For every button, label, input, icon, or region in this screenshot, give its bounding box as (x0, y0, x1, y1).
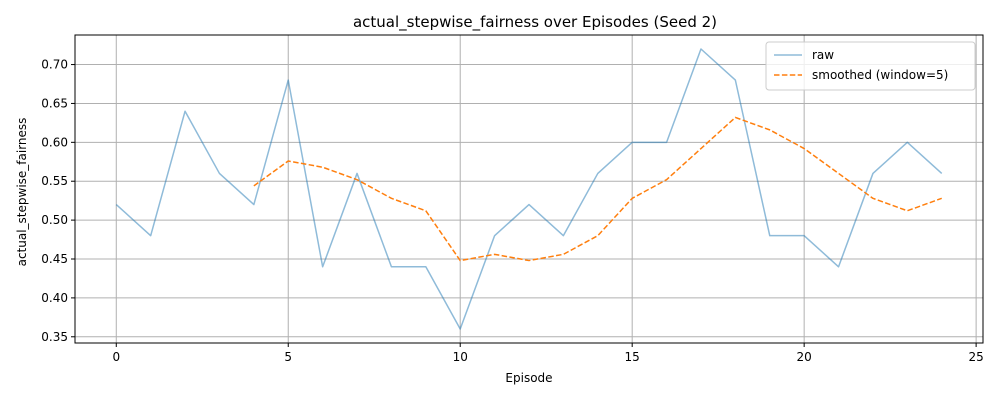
x-tick-label: 15 (625, 350, 640, 364)
data-point-raw (390, 266, 392, 268)
grid (75, 35, 983, 343)
series-lines (115, 48, 943, 330)
data-point-raw (803, 234, 805, 236)
data-point-smoothed (253, 185, 255, 187)
chart-title: actual_stepwise_fairness over Episodes (… (353, 13, 717, 32)
data-point-raw (459, 328, 461, 330)
data-point-smoothed (356, 178, 358, 180)
data-point-raw (149, 234, 151, 236)
data-point-smoothed (734, 116, 736, 118)
data-point-smoothed (390, 197, 392, 199)
data-point-raw (872, 172, 874, 174)
data-point-raw (562, 234, 564, 236)
data-point-raw (287, 79, 289, 81)
data-point-smoothed (700, 147, 702, 149)
data-point-smoothed (493, 253, 495, 255)
x-tick-label: 25 (968, 350, 983, 364)
y-tick-label: 0.40 (41, 291, 68, 305)
y-tick-label: 0.70 (41, 58, 68, 72)
data-point-raw (253, 203, 255, 205)
data-point-smoothed (321, 166, 323, 168)
data-point-raw (700, 48, 702, 50)
data-point-raw (837, 266, 839, 268)
data-point-raw (356, 172, 358, 174)
data-point-smoothed (562, 253, 564, 255)
y-tick-label: 0.55 (41, 174, 68, 188)
data-point-smoothed (872, 197, 874, 199)
legend-label-raw: raw (812, 48, 834, 62)
plot-frame (74, 34, 984, 344)
data-point-raw (906, 141, 908, 143)
data-point-smoothed (597, 234, 599, 236)
data-point-smoothed (665, 178, 667, 180)
data-point-raw (665, 141, 667, 143)
series-line-smoothed (253, 116, 942, 262)
data-point-raw (769, 234, 771, 236)
data-point-smoothed (528, 259, 530, 261)
data-point-raw (734, 79, 736, 81)
x-tick-label: 0 (112, 350, 120, 364)
data-point-raw (115, 203, 117, 205)
data-point-raw (493, 234, 495, 236)
x-tick-label: 5 (284, 350, 292, 364)
data-point-raw (597, 172, 599, 174)
x-tick-label: 20 (797, 350, 812, 364)
y-tick-label: 0.35 (41, 330, 68, 344)
data-point-smoothed (803, 147, 805, 149)
series-line-raw (115, 48, 943, 330)
data-point-smoothed (837, 172, 839, 174)
data-point-raw (631, 141, 633, 143)
data-point-smoothed (769, 129, 771, 131)
data-point-smoothed (459, 259, 461, 261)
data-point-raw (321, 266, 323, 268)
y-tick-label: 0.60 (41, 135, 68, 149)
data-point-smoothed (631, 197, 633, 199)
data-point-raw (528, 203, 530, 205)
data-point-raw (184, 110, 186, 112)
data-point-raw (425, 266, 427, 268)
y-tick-label: 0.45 (41, 252, 68, 266)
data-point-raw (218, 172, 220, 174)
data-point-smoothed (906, 210, 908, 212)
y-tick-label: 0.65 (41, 96, 68, 110)
ticks: 0 5 10 15 20 25 0.35 0.40 0.45 0.50 0.55 0.60 0.65 0.… (41, 58, 983, 364)
legend: raw smoothed (window=5) (765, 41, 976, 91)
data-point-smoothed (941, 197, 943, 199)
y-axis-label: actual_stepwise_fairness (15, 118, 29, 267)
data-point-smoothed (287, 160, 289, 162)
legend-box (765, 41, 976, 91)
legend-label-smoothed: smoothed (window=5) (812, 68, 948, 82)
data-point-smoothed (425, 210, 427, 212)
x-axis-label: Episode (505, 371, 552, 385)
x-tick-label: 10 (453, 350, 468, 364)
data-point-raw (941, 172, 943, 174)
y-tick-label: 0.50 (41, 213, 68, 227)
